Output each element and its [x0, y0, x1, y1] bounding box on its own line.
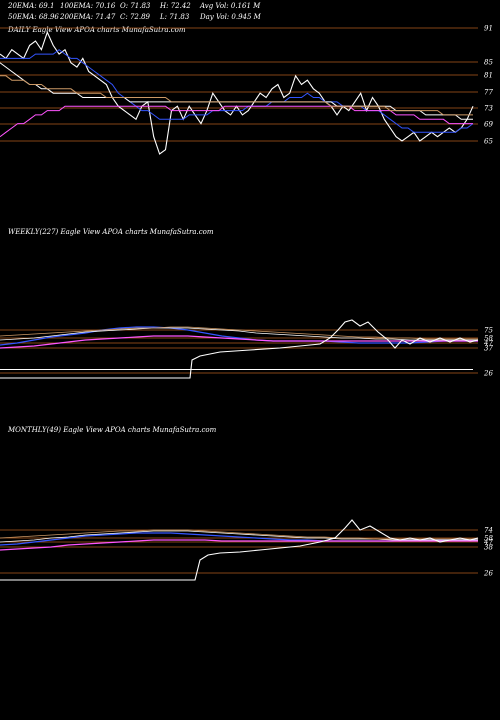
weekly-ema-band: [0, 335, 478, 349]
weekly-panel-label: WEEKLY(227) Eagle View APOA charts Munaf…: [8, 228, 214, 236]
stat-open: O: 71.83: [120, 2, 151, 10]
weekly-ema-band: [0, 326, 478, 346]
weekly-ema-band: [0, 327, 478, 341]
daily-tick-label: 77: [484, 89, 493, 97]
stat-ema50: 50EMA: 68.96: [8, 13, 59, 21]
monthly-series-price-trace: [0, 519, 479, 581]
daily-panel: 91 85 81 77 73 69 65: [0, 25, 493, 155]
monthly-tick-label: 58: [484, 535, 493, 543]
stat-avgvol: Avg Vol: 0.161 M: [200, 2, 261, 10]
stat-ema20: 20EMA: 69.1: [8, 2, 55, 10]
daily-series-20ema: [0, 49, 474, 133]
weekly-tick-label: 47: [483, 340, 493, 348]
monthly-ema-band: [0, 529, 478, 540]
daily-panel-label: DAILY Eagle View APOA charts MunafaSutra…: [8, 26, 186, 34]
monthly-tick-label: 47: [483, 539, 493, 547]
daily-tick-label: 85: [484, 59, 493, 67]
daily-tick-label: 91: [484, 25, 493, 33]
stat-ema200: 200EMA: 71.47: [60, 13, 116, 21]
daily-tick-label: 69: [484, 121, 493, 129]
monthly-tick-label: 38: [484, 544, 493, 552]
daily-series-50ema: [0, 105, 473, 138]
monthly-ema-band: [0, 539, 478, 551]
weekly-tick-label: 26: [483, 370, 493, 378]
daily-tick-label: 81: [484, 72, 493, 80]
weekly-ema-band: [0, 326, 478, 340]
monthly-tick-label: 74: [484, 527, 493, 535]
stat-high: H: 72.42: [160, 2, 191, 10]
stat-dayvol: Day Vol: 0.945 M: [200, 13, 261, 21]
stat-close: C: 72.89: [120, 13, 150, 21]
weekly-tick-label: 37: [484, 345, 493, 353]
stat-low: L: 71.83: [160, 13, 190, 21]
monthly-panel-label: MONTHLY(49) Eagle View APOA charts Munaf…: [8, 426, 217, 434]
weekly-tick-label: 75: [484, 327, 493, 335]
stat-ema100: 100EMA: 70.16: [60, 2, 116, 10]
daily-tick-label: 73: [484, 105, 493, 113]
weekly-series-price-trace: [0, 319, 479, 379]
monthly-tick-label: 26: [483, 570, 493, 578]
daily-tick-label: 65: [484, 138, 493, 146]
weekly-tick-label: 58: [484, 335, 493, 343]
daily-series-200ema: [0, 75, 473, 116]
